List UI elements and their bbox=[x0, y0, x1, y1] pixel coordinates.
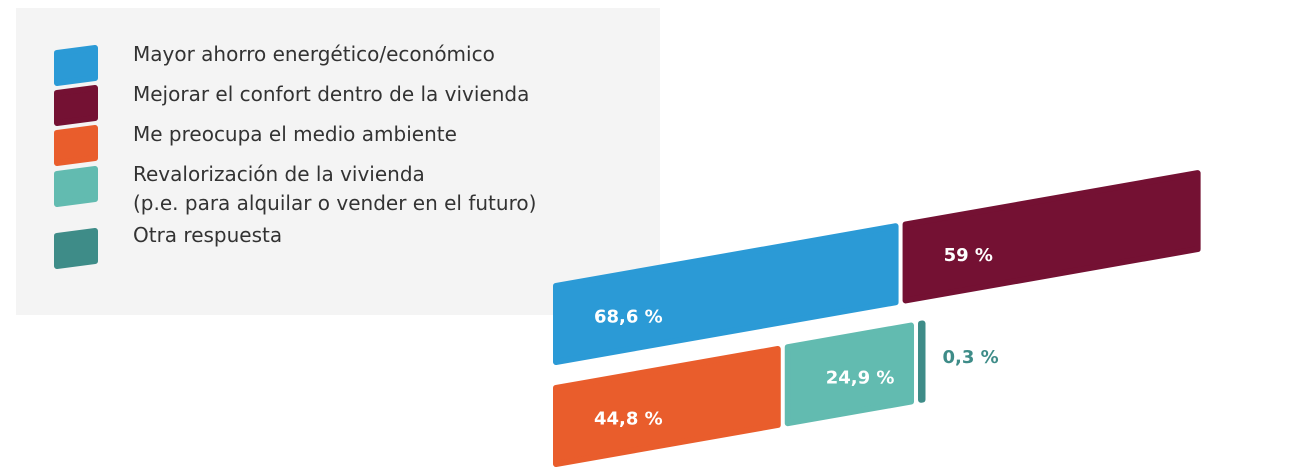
bar bbox=[784, 322, 915, 427]
value-label: 68,6 % bbox=[594, 306, 663, 327]
value-label: 24,9 % bbox=[826, 368, 895, 389]
legend-swatch bbox=[54, 166, 98, 207]
legend-label: Me preocupa el medio ambiente bbox=[133, 122, 457, 146]
legend-swatch bbox=[54, 125, 98, 166]
bar bbox=[553, 223, 899, 365]
legend-label: Mayor ahorro energético/económico bbox=[133, 42, 495, 66]
value-label: 59 % bbox=[944, 245, 993, 266]
legend-swatch bbox=[54, 228, 98, 269]
value-label: 0,3 % bbox=[943, 347, 999, 368]
legend-swatch bbox=[54, 45, 98, 86]
bar bbox=[553, 345, 781, 467]
legend-label: Otra respuesta bbox=[133, 223, 283, 247]
bar bbox=[902, 170, 1201, 304]
value-label: 44,8 % bbox=[594, 408, 663, 429]
bar bbox=[918, 320, 926, 403]
legend-swatch bbox=[54, 85, 98, 126]
legend-label: Mejorar el confort dentro de la vivienda bbox=[133, 82, 530, 106]
legend-label: Revalorización de la vivienda (p.e. para… bbox=[133, 162, 537, 215]
legend-box bbox=[16, 8, 660, 315]
